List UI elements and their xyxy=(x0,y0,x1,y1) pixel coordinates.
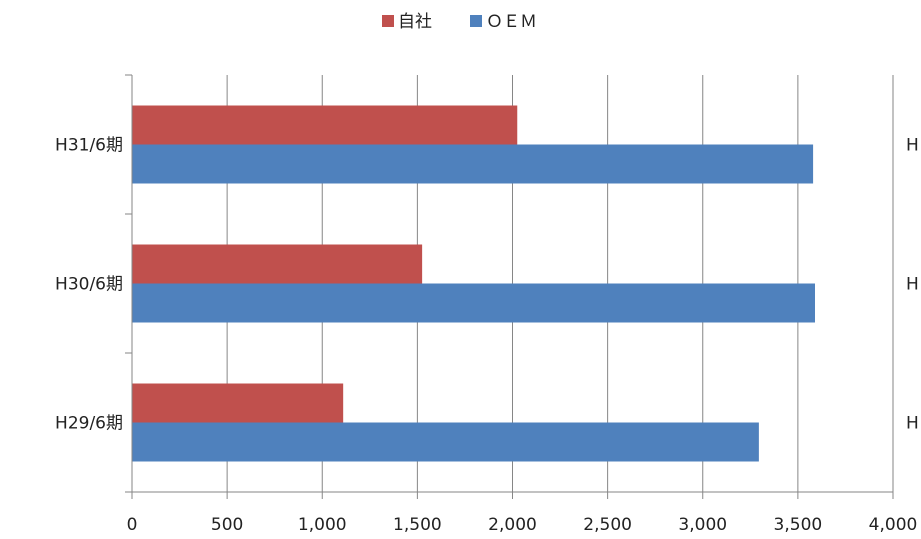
x-tick-label: 2,500 xyxy=(583,515,632,535)
clipped-label: H xyxy=(906,414,919,434)
legend: 自社 ＯＥＭ xyxy=(382,12,537,32)
bar-jisha xyxy=(132,105,518,145)
x-tick-label: 500 xyxy=(211,515,243,535)
x-tick-label: 1,500 xyxy=(393,515,442,535)
category-label: H30/6期 xyxy=(55,275,123,295)
bars xyxy=(132,105,815,462)
clipped-labels: H H H xyxy=(906,136,919,434)
legend-label: 自社 xyxy=(398,12,432,32)
bar-oem xyxy=(132,144,814,184)
category-labels: H31/6期 H30/6期 H29/6期 xyxy=(55,136,123,434)
category-label: H29/6期 xyxy=(55,414,123,434)
clipped-label: H xyxy=(906,275,919,295)
legend-swatch xyxy=(382,15,394,27)
bar-oem xyxy=(132,422,759,462)
bar-jisha xyxy=(132,383,344,423)
x-tick-label: 4,000 xyxy=(869,515,918,535)
axes xyxy=(125,74,894,499)
bar-oem xyxy=(132,283,815,323)
x-tick-label: 1,000 xyxy=(298,515,347,535)
bar-jisha xyxy=(132,244,423,284)
legend-swatch xyxy=(470,15,482,27)
x-tick-label: 2,000 xyxy=(488,515,537,535)
x-tick-labels: 0 500 1,000 1,500 2,000 2,500 3,000 3,500 4,000 xyxy=(127,515,918,535)
clipped-label: H xyxy=(906,136,919,156)
x-tick-label: 3,000 xyxy=(678,515,727,535)
category-label: H31/6期 xyxy=(55,136,123,156)
legend-label: ＯＥＭ xyxy=(486,12,537,32)
x-tick-label: 0 xyxy=(127,515,138,535)
x-tick-label: 3,500 xyxy=(774,515,823,535)
